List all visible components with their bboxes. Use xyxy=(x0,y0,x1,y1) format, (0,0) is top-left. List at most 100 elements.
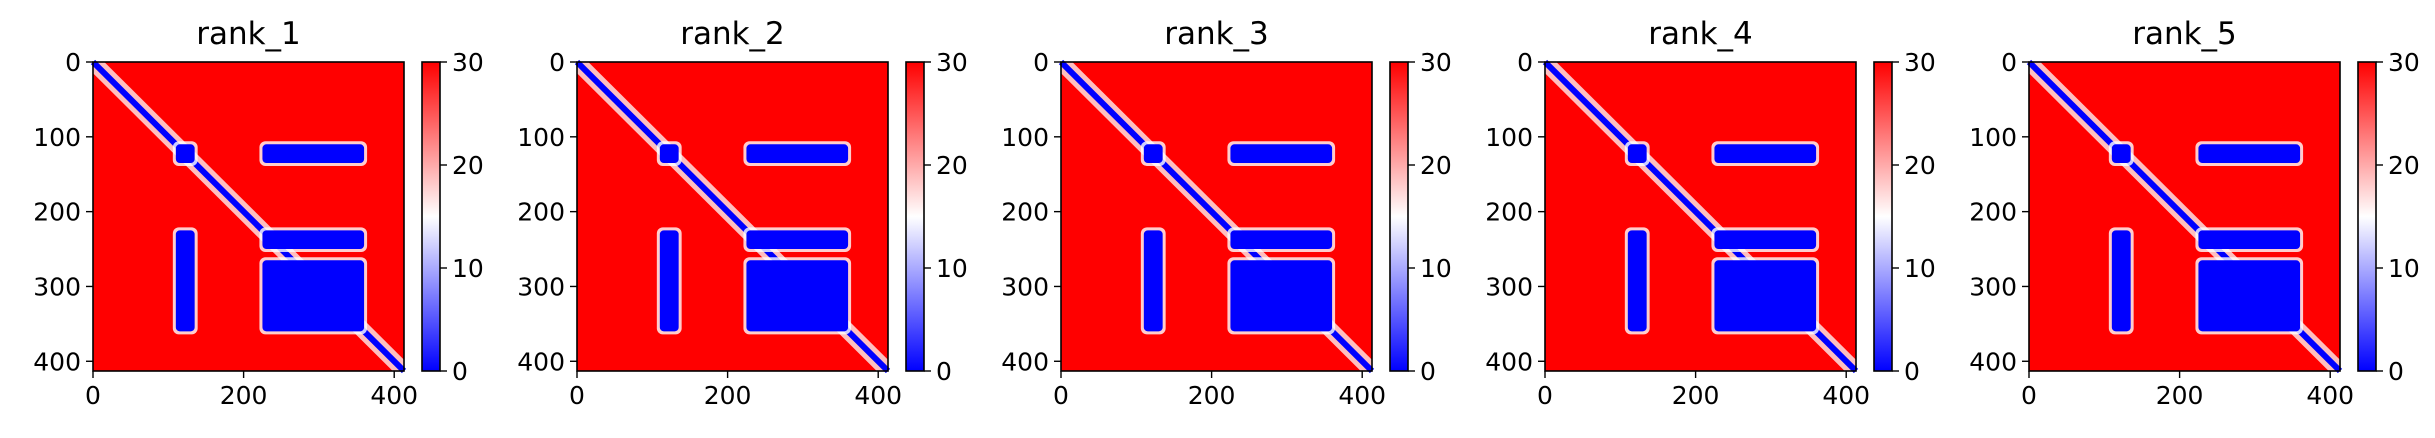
contact-block xyxy=(2198,144,2301,164)
contact-block xyxy=(2111,144,2131,164)
colorbar-tick-label: 10 xyxy=(452,254,484,283)
colorbar-tick-label: 20 xyxy=(1904,151,1936,180)
contact-block xyxy=(746,230,849,250)
x-tick-label: 400 xyxy=(2306,381,2354,410)
colorbar-tick-label: 20 xyxy=(2388,151,2420,180)
contact-block xyxy=(1714,144,1817,164)
panel-title: rank_3 xyxy=(1164,16,1269,52)
x-tick-label: 0 xyxy=(1537,381,1553,410)
colorbar xyxy=(1874,62,1892,371)
contact-block xyxy=(1627,144,1647,164)
colorbar-tick-label: 0 xyxy=(1904,357,1920,386)
y-tick-label: 0 xyxy=(2001,48,2017,77)
contact-block xyxy=(1230,144,1333,164)
y-tick-label: 100 xyxy=(1001,123,1049,152)
y-tick-label: 300 xyxy=(517,272,565,301)
y-tick-label: 300 xyxy=(1001,272,1049,301)
axes-frame xyxy=(1544,61,1857,372)
colorbar xyxy=(1390,62,1408,371)
y-tick-label: 200 xyxy=(1969,198,2017,227)
y-tick-label: 400 xyxy=(517,347,565,376)
contact-block xyxy=(1714,260,1817,332)
contact-block xyxy=(659,144,679,164)
colorbar xyxy=(906,62,924,371)
colorbar-tick-label: 10 xyxy=(936,254,968,283)
colorbar-frame xyxy=(905,61,925,372)
y-tick-label: 400 xyxy=(1001,347,1049,376)
contact-block xyxy=(1230,260,1333,332)
colorbar-frame xyxy=(1389,61,1409,372)
contact-block xyxy=(1230,230,1333,250)
colorbar-tick-label: 20 xyxy=(936,151,968,180)
colorbar xyxy=(2358,62,2376,371)
contact-block xyxy=(262,260,365,332)
axes-frame xyxy=(576,61,889,372)
colorbar-frame xyxy=(1873,61,1893,372)
colorbar-tick-label: 30 xyxy=(452,48,484,77)
x-tick-label: 0 xyxy=(569,381,585,410)
panel-title: rank_2 xyxy=(680,16,785,52)
contact-block xyxy=(2198,230,2301,250)
colorbar-tick-label: 30 xyxy=(936,48,968,77)
colorbar-frame xyxy=(421,61,441,372)
contact-block xyxy=(1143,144,1163,164)
x-tick-label: 200 xyxy=(1188,381,1236,410)
contact-block xyxy=(1714,230,1817,250)
y-tick-label: 400 xyxy=(1969,347,2017,376)
panel-title: rank_4 xyxy=(1648,16,1753,52)
x-tick-label: 400 xyxy=(1338,381,1386,410)
x-tick-label: 400 xyxy=(854,381,902,410)
y-tick-label: 100 xyxy=(33,123,81,152)
x-tick-label: 0 xyxy=(1053,381,1069,410)
contact-block xyxy=(2111,230,2131,332)
y-tick-label: 400 xyxy=(33,347,81,376)
contact-block xyxy=(175,144,195,164)
x-tick-label: 0 xyxy=(85,381,101,410)
contact-block xyxy=(262,230,365,250)
y-tick-label: 300 xyxy=(1485,272,1533,301)
colorbar-frame xyxy=(2357,61,2377,372)
colorbar-tick-label: 30 xyxy=(2388,48,2420,77)
contact-block xyxy=(262,144,365,164)
y-tick-label: 100 xyxy=(517,123,565,152)
contact-block xyxy=(1143,230,1163,332)
x-tick-label: 200 xyxy=(704,381,752,410)
colorbar-tick-label: 0 xyxy=(2388,357,2404,386)
x-tick-label: 400 xyxy=(1822,381,1870,410)
y-tick-label: 200 xyxy=(33,198,81,227)
y-tick-label: 200 xyxy=(1001,198,1049,227)
x-tick-label: 0 xyxy=(2021,381,2037,410)
x-tick-label: 200 xyxy=(220,381,268,410)
y-tick-label: 100 xyxy=(1969,123,2017,152)
x-tick-label: 400 xyxy=(370,381,418,410)
panel-title: rank_5 xyxy=(2132,16,2237,52)
colorbar-tick-label: 20 xyxy=(452,151,484,180)
y-tick-label: 0 xyxy=(1033,48,1049,77)
colorbar-tick-label: 10 xyxy=(1420,254,1452,283)
axes-frame xyxy=(92,61,405,372)
y-tick-label: 0 xyxy=(549,48,565,77)
colorbar-tick-label: 30 xyxy=(1904,48,1936,77)
y-tick-label: 300 xyxy=(33,272,81,301)
colorbar-tick-label: 10 xyxy=(1904,254,1936,283)
colorbar-tick-label: 30 xyxy=(1420,48,1452,77)
colorbar-tick-label: 0 xyxy=(936,357,952,386)
axes-frame xyxy=(2028,61,2341,372)
colorbar-tick-label: 0 xyxy=(452,357,468,386)
colorbar-tick-label: 20 xyxy=(1420,151,1452,180)
panel-title: rank_1 xyxy=(196,16,301,52)
y-tick-label: 200 xyxy=(517,198,565,227)
colorbar xyxy=(422,62,440,371)
y-tick-label: 0 xyxy=(65,48,81,77)
y-tick-label: 100 xyxy=(1485,123,1533,152)
y-tick-label: 300 xyxy=(1969,272,2017,301)
x-tick-label: 200 xyxy=(2156,381,2204,410)
contact-block xyxy=(175,230,195,332)
contact-block xyxy=(746,260,849,332)
contact-block xyxy=(1627,230,1647,332)
